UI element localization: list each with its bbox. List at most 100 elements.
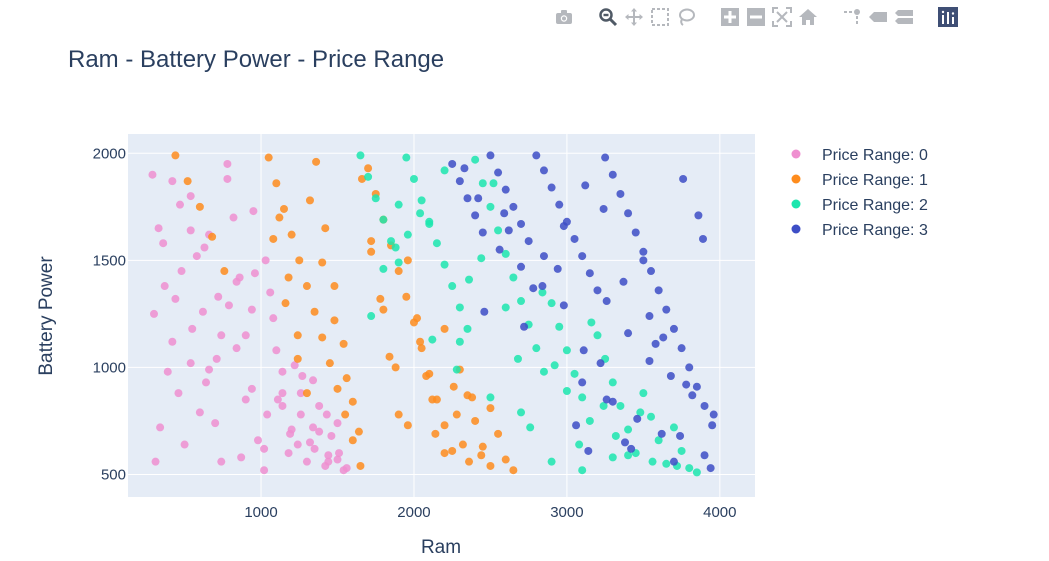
data-point	[302, 389, 311, 398]
data-point	[489, 179, 498, 188]
data-point	[666, 372, 675, 380]
hover-closest-icon[interactable]	[865, 4, 891, 30]
data-point	[272, 179, 281, 188]
data-point	[330, 282, 339, 291]
data-point	[501, 455, 510, 464]
data-point	[593, 331, 602, 340]
data-point	[631, 228, 640, 237]
hover-compare-icon[interactable]	[891, 4, 917, 30]
data-point	[700, 451, 709, 460]
data-point	[463, 194, 472, 203]
pan-icon[interactable]	[621, 4, 647, 30]
data-point	[223, 174, 232, 183]
data-point	[602, 297, 611, 306]
data-point	[621, 438, 630, 447]
data-point	[148, 170, 157, 179]
camera-icon[interactable]	[551, 4, 577, 30]
zoom-out-icon[interactable]	[743, 4, 769, 30]
data-point	[486, 404, 495, 413]
legend-item[interactable]: Price Range: 1	[791, 172, 928, 189]
data-point	[517, 262, 526, 271]
data-point	[465, 275, 474, 284]
legend-label: Price Range: 0	[822, 147, 928, 164]
data-point	[241, 331, 250, 340]
data-point	[201, 378, 210, 387]
data-point	[249, 207, 258, 216]
data-point	[706, 464, 715, 473]
data-point	[645, 357, 654, 366]
data-point	[325, 359, 334, 368]
data-point	[302, 282, 311, 291]
data-point	[394, 200, 403, 209]
data-point	[376, 294, 385, 303]
data-point	[168, 337, 177, 346]
lasso-select-icon[interactable]	[673, 4, 699, 30]
legend-item[interactable]: Price Range: 3	[791, 222, 928, 239]
data-point	[700, 401, 709, 410]
data-point	[284, 273, 293, 282]
data-point	[356, 461, 365, 470]
data-point	[639, 256, 648, 265]
zoom-in-icon[interactable]	[717, 4, 743, 30]
data-point	[581, 181, 590, 190]
data-point	[272, 346, 281, 355]
data-point	[186, 359, 195, 368]
data-point	[448, 282, 457, 291]
data-point	[608, 170, 617, 179]
data-point	[478, 179, 487, 188]
data-point	[616, 189, 625, 198]
data-point	[501, 303, 510, 312]
data-point	[279, 204, 288, 213]
data-point	[517, 408, 526, 417]
data-point	[391, 363, 400, 372]
data-point	[174, 389, 183, 398]
data-point	[440, 260, 449, 269]
box-select-icon[interactable]	[647, 4, 673, 30]
data-point	[471, 416, 480, 425]
reset-axes-icon[interactable]	[795, 4, 821, 30]
data-point	[648, 457, 657, 466]
legend-item[interactable]: Price Range: 0	[791, 147, 928, 164]
data-point	[266, 288, 275, 297]
data-point	[364, 164, 373, 173]
y-tick-label: 1000	[93, 359, 126, 376]
zoom-icon[interactable]	[595, 4, 621, 30]
autoscale-icon[interactable]	[769, 4, 795, 30]
data-point	[529, 284, 538, 293]
data-point	[356, 151, 365, 160]
data-point	[509, 202, 518, 211]
x-tick-label: 4000	[703, 504, 736, 521]
data-point	[676, 431, 685, 440]
data-point	[596, 359, 605, 368]
data-point	[223, 159, 232, 168]
data-point	[278, 401, 287, 410]
data-point	[428, 395, 437, 404]
data-point	[682, 380, 691, 389]
data-point	[394, 410, 403, 419]
data-point	[452, 410, 461, 419]
data-point	[341, 410, 350, 419]
data-point	[159, 239, 168, 248]
data-point	[367, 312, 376, 321]
data-point	[657, 429, 666, 438]
plotly-logo-icon[interactable]	[935, 4, 961, 30]
legend-item[interactable]: Price Range: 2	[791, 197, 928, 214]
data-point	[269, 234, 278, 243]
spike-lines-icon[interactable]	[839, 4, 865, 30]
data-point	[478, 442, 487, 451]
data-point	[177, 267, 186, 276]
data-point	[342, 374, 351, 383]
data-point	[538, 282, 547, 291]
data-point	[572, 421, 581, 430]
data-points	[148, 151, 718, 477]
data-point	[465, 457, 474, 466]
data-point	[232, 344, 241, 353]
x-axis-title: Ram	[421, 537, 461, 558]
data-point	[532, 344, 541, 353]
data-point	[448, 446, 457, 455]
data-point	[293, 440, 302, 449]
data-point	[593, 286, 602, 295]
data-point	[494, 226, 503, 235]
data-point	[149, 309, 158, 318]
data-point	[417, 196, 426, 205]
